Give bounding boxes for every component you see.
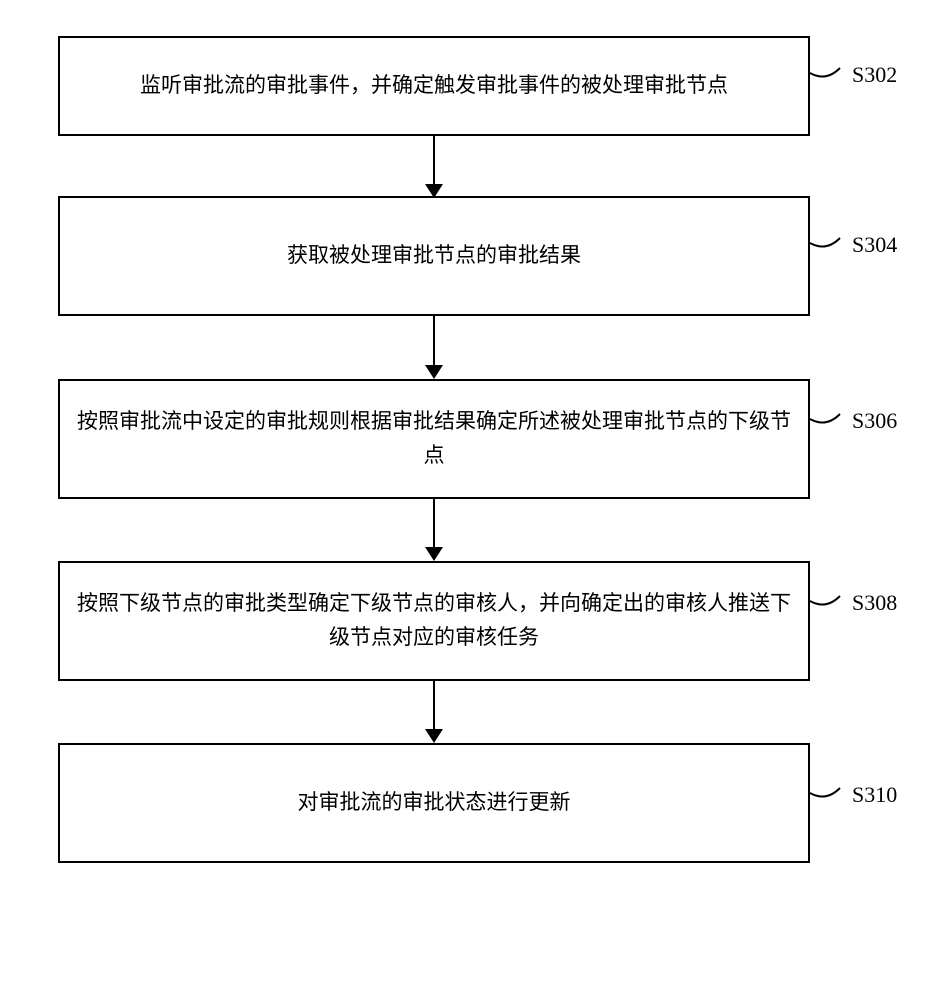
flow-arrow (433, 136, 435, 186)
flow-arrow (433, 316, 435, 367)
flow-arrow (433, 499, 435, 549)
flow-node-s302: 监听审批流的审批事件，并确定触发审批事件的被处理审批节点 (58, 36, 810, 136)
flow-node-s306: 按照审批流中设定的审批规则根据审批结果确定所述被处理审批节点的下级节点 (58, 379, 810, 499)
flow-node-s304: 获取被处理审批节点的审批结果 (58, 196, 810, 316)
flow-label-s310: S310 (852, 782, 897, 808)
arrow-head-icon (425, 729, 443, 743)
flow-node-text: 按照审批流中设定的审批规则根据审批结果确定所述被处理审批节点的下级节点 (76, 405, 792, 472)
flow-node-text: 监听审批流的审批事件，并确定触发审批事件的被处理审批节点 (140, 69, 728, 103)
flow-node-s308: 按照下级节点的审批类型确定下级节点的审核人，并向确定出的审核人推送下级节点对应的… (58, 561, 810, 681)
arrow-head-icon (425, 547, 443, 561)
flow-label-s304: S304 (852, 232, 897, 258)
flow-node-text: 获取被处理审批节点的审批结果 (287, 239, 581, 273)
flow-arrow (433, 681, 435, 731)
label-connector-s304 (810, 230, 852, 258)
flowchart-container: 监听审批流的审批事件，并确定触发审批事件的被处理审批节点 S302 获取被处理审… (0, 0, 940, 1000)
label-connector-s308 (810, 588, 852, 616)
label-connector-s306 (810, 406, 852, 434)
flow-label-s308: S308 (852, 590, 897, 616)
flow-label-s302: S302 (852, 62, 897, 88)
label-connector-s302 (810, 60, 852, 88)
flow-node-text: 按照下级节点的审批类型确定下级节点的审核人，并向确定出的审核人推送下级节点对应的… (76, 587, 792, 654)
label-connector-s310 (810, 780, 852, 808)
flow-label-s306: S306 (852, 408, 897, 434)
flow-node-s310: 对审批流的审批状态进行更新 (58, 743, 810, 863)
flow-node-text: 对审批流的审批状态进行更新 (298, 786, 571, 820)
arrow-head-icon (425, 365, 443, 379)
